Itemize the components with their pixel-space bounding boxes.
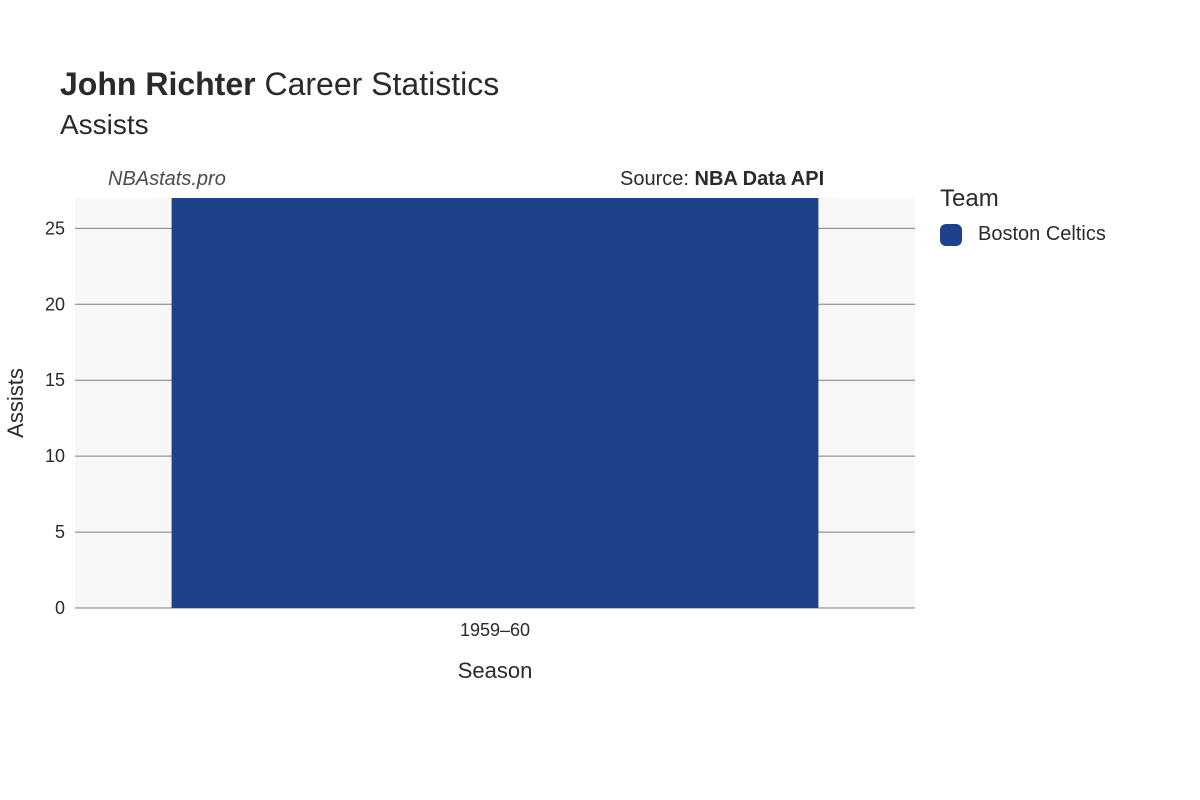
legend-label: Boston Celtics (978, 223, 1106, 246)
y-tick-label: 10 (45, 446, 65, 466)
y-tick-label: 0 (55, 598, 65, 618)
page-root: John Richter Career Statistics Assists N… (0, 0, 1200, 800)
y-tick-label: 5 (55, 522, 65, 542)
x-tick-label: 1959–60 (460, 620, 530, 640)
legend-items: Boston Celtics (940, 223, 1106, 246)
y-tick-label: 20 (45, 294, 65, 314)
y-tick-label: 25 (45, 218, 65, 238)
x-axis-label: Season (458, 658, 533, 683)
y-tick-label: 15 (45, 370, 65, 390)
legend-item: Boston Celtics (940, 223, 1106, 246)
y-axis-label: Assists (3, 368, 28, 438)
legend-title: Team (940, 185, 1106, 213)
bar-chart: 0 5 10 15 20 25 1959–60 Season Assists (0, 0, 1200, 800)
legend: Team Boston Celtics (940, 185, 1106, 246)
bar (172, 198, 819, 608)
legend-swatch (940, 224, 962, 246)
